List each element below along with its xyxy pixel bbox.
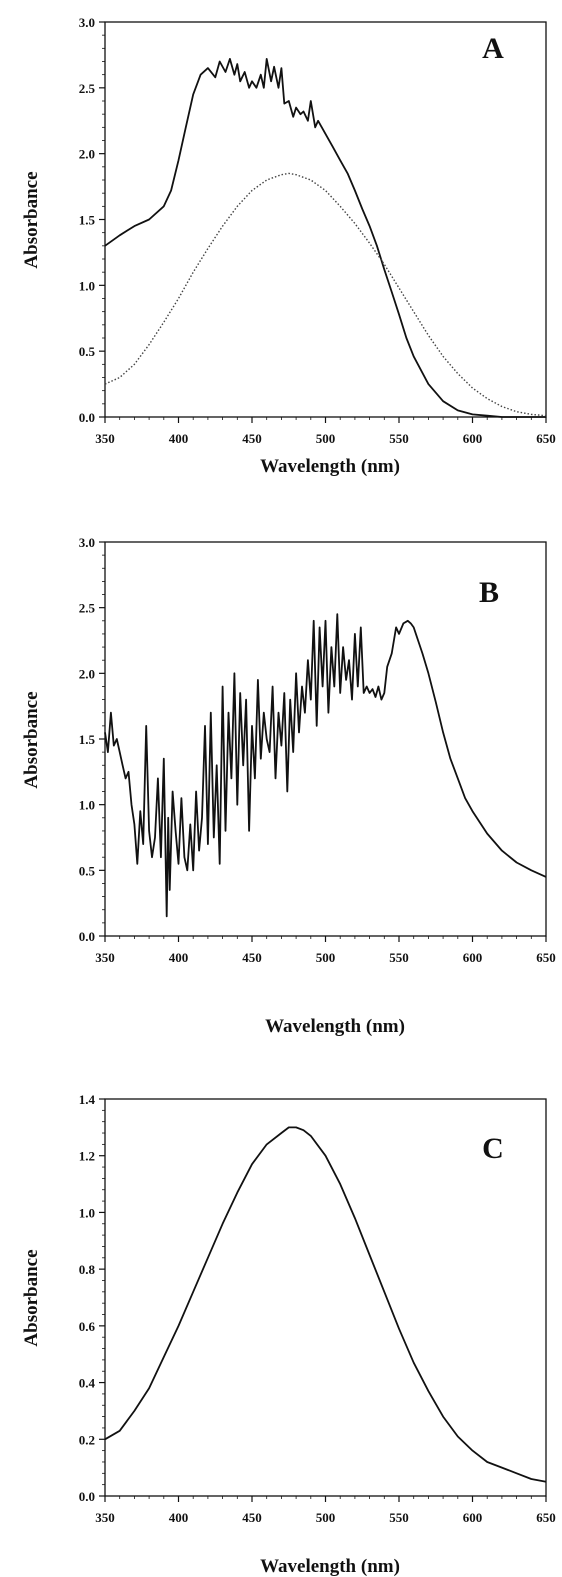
x-tick-label: 600 bbox=[463, 950, 483, 965]
x-tick-label: 450 bbox=[242, 950, 262, 965]
y-axis-title: Absorbance bbox=[21, 691, 42, 788]
x-tick-label: 350 bbox=[95, 431, 115, 446]
series-layer bbox=[104, 58, 547, 418]
x-tick-label: 400 bbox=[169, 1510, 189, 1525]
x-tick-label: 650 bbox=[536, 1510, 556, 1525]
y-tick-label: 2.0 bbox=[79, 147, 95, 162]
y-tick-label: 1.5 bbox=[79, 213, 96, 228]
y-tick-label: 1.0 bbox=[79, 798, 95, 813]
x-tick-label: 400 bbox=[169, 431, 189, 446]
x-tick-label: 550 bbox=[389, 950, 409, 965]
x-tick-label: 650 bbox=[536, 950, 556, 965]
tick-layer: 350 400 450 500 550 600 650 0.0 0.5 1.0 1.5 2.0 2.5 3… bbox=[79, 535, 556, 965]
x-tick-label: 350 bbox=[95, 1510, 115, 1525]
x-tick-label: 500 bbox=[316, 950, 336, 965]
series-layer bbox=[104, 1126, 547, 1483]
panel-b-chart: 350 400 450 500 550 600 650 0.0 0.5 1.0 1.5 2.0 2.5 3… bbox=[21, 535, 556, 1037]
y-tick-label: 0.0 bbox=[79, 1489, 95, 1504]
y-tick-label: 1.4 bbox=[79, 1092, 96, 1107]
tick-layer: 350 400 450 500 550 600 650 0.0 0.2 0.4 0.6 0.8 1.0 1… bbox=[79, 1092, 556, 1525]
panel-label: A bbox=[482, 32, 504, 65]
x-tick-label: 500 bbox=[316, 1510, 336, 1525]
y-tick-label: 0.0 bbox=[79, 929, 95, 944]
tick-layer: 350 400 450 500 550 600 650 0.0 0.5 1.0 1.5 2.0 2.5 3… bbox=[79, 15, 556, 446]
y-tick-label: 3.0 bbox=[79, 15, 95, 30]
x-tick-label: 600 bbox=[463, 431, 483, 446]
y-tick-label: 3.0 bbox=[79, 535, 95, 550]
y-tick-label: 0.2 bbox=[79, 1432, 95, 1447]
y-axis-title: Absorbance bbox=[21, 1249, 42, 1346]
panel-c-chart: 350 400 450 500 550 600 650 0.0 0.2 0.4 0.6 0.8 1.0 1… bbox=[21, 1092, 556, 1577]
y-tick-label: 0.5 bbox=[79, 863, 96, 878]
y-tick-label: 0.8 bbox=[79, 1262, 96, 1277]
panel-label: B bbox=[479, 576, 499, 609]
y-axis-title: Absorbance bbox=[21, 171, 42, 268]
y-tick-label: 2.5 bbox=[79, 81, 96, 96]
plot-frame bbox=[104, 1098, 547, 1497]
y-tick-label: 0.5 bbox=[79, 344, 96, 359]
x-tick-label: 450 bbox=[242, 431, 262, 446]
x-tick-label: 500 bbox=[316, 431, 336, 446]
series-solid-line bbox=[104, 58, 546, 418]
x-axis-title: Wavelength (nm) bbox=[260, 1556, 400, 1577]
plot-frame bbox=[104, 21, 547, 418]
series-dotted-line bbox=[104, 172, 547, 417]
y-tick-label: 2.0 bbox=[79, 666, 95, 681]
panel-a-chart: 350 400 450 500 550 600 650 0.0 0.5 1.0 1.5 2.0 2.5 3… bbox=[21, 15, 556, 477]
x-axis-title: Wavelength (nm) bbox=[260, 456, 400, 477]
y-tick-label: 1.0 bbox=[79, 278, 95, 293]
x-tick-label: 550 bbox=[389, 1510, 409, 1525]
x-tick-label: 550 bbox=[389, 431, 409, 446]
series-layer bbox=[104, 613, 547, 918]
y-tick-label: 1.2 bbox=[79, 1149, 95, 1164]
y-tick-label: 0.6 bbox=[79, 1319, 96, 1334]
x-axis-title: Wavelength (nm) bbox=[265, 1016, 405, 1037]
x-tick-label: 650 bbox=[536, 431, 556, 446]
series-solid-line bbox=[104, 613, 547, 918]
x-tick-label: 400 bbox=[169, 950, 189, 965]
panel-label: C bbox=[482, 1132, 504, 1165]
series-solid-line bbox=[104, 1126, 547, 1483]
x-tick-label: 450 bbox=[242, 1510, 262, 1525]
y-tick-label: 1.5 bbox=[79, 732, 96, 747]
x-tick-label: 350 bbox=[95, 950, 115, 965]
y-tick-label: 0.4 bbox=[79, 1376, 96, 1391]
y-tick-label: 1.0 bbox=[79, 1205, 95, 1220]
x-tick-label: 600 bbox=[463, 1510, 483, 1525]
y-tick-label: 0.0 bbox=[79, 410, 95, 425]
y-tick-label: 2.5 bbox=[79, 601, 96, 616]
